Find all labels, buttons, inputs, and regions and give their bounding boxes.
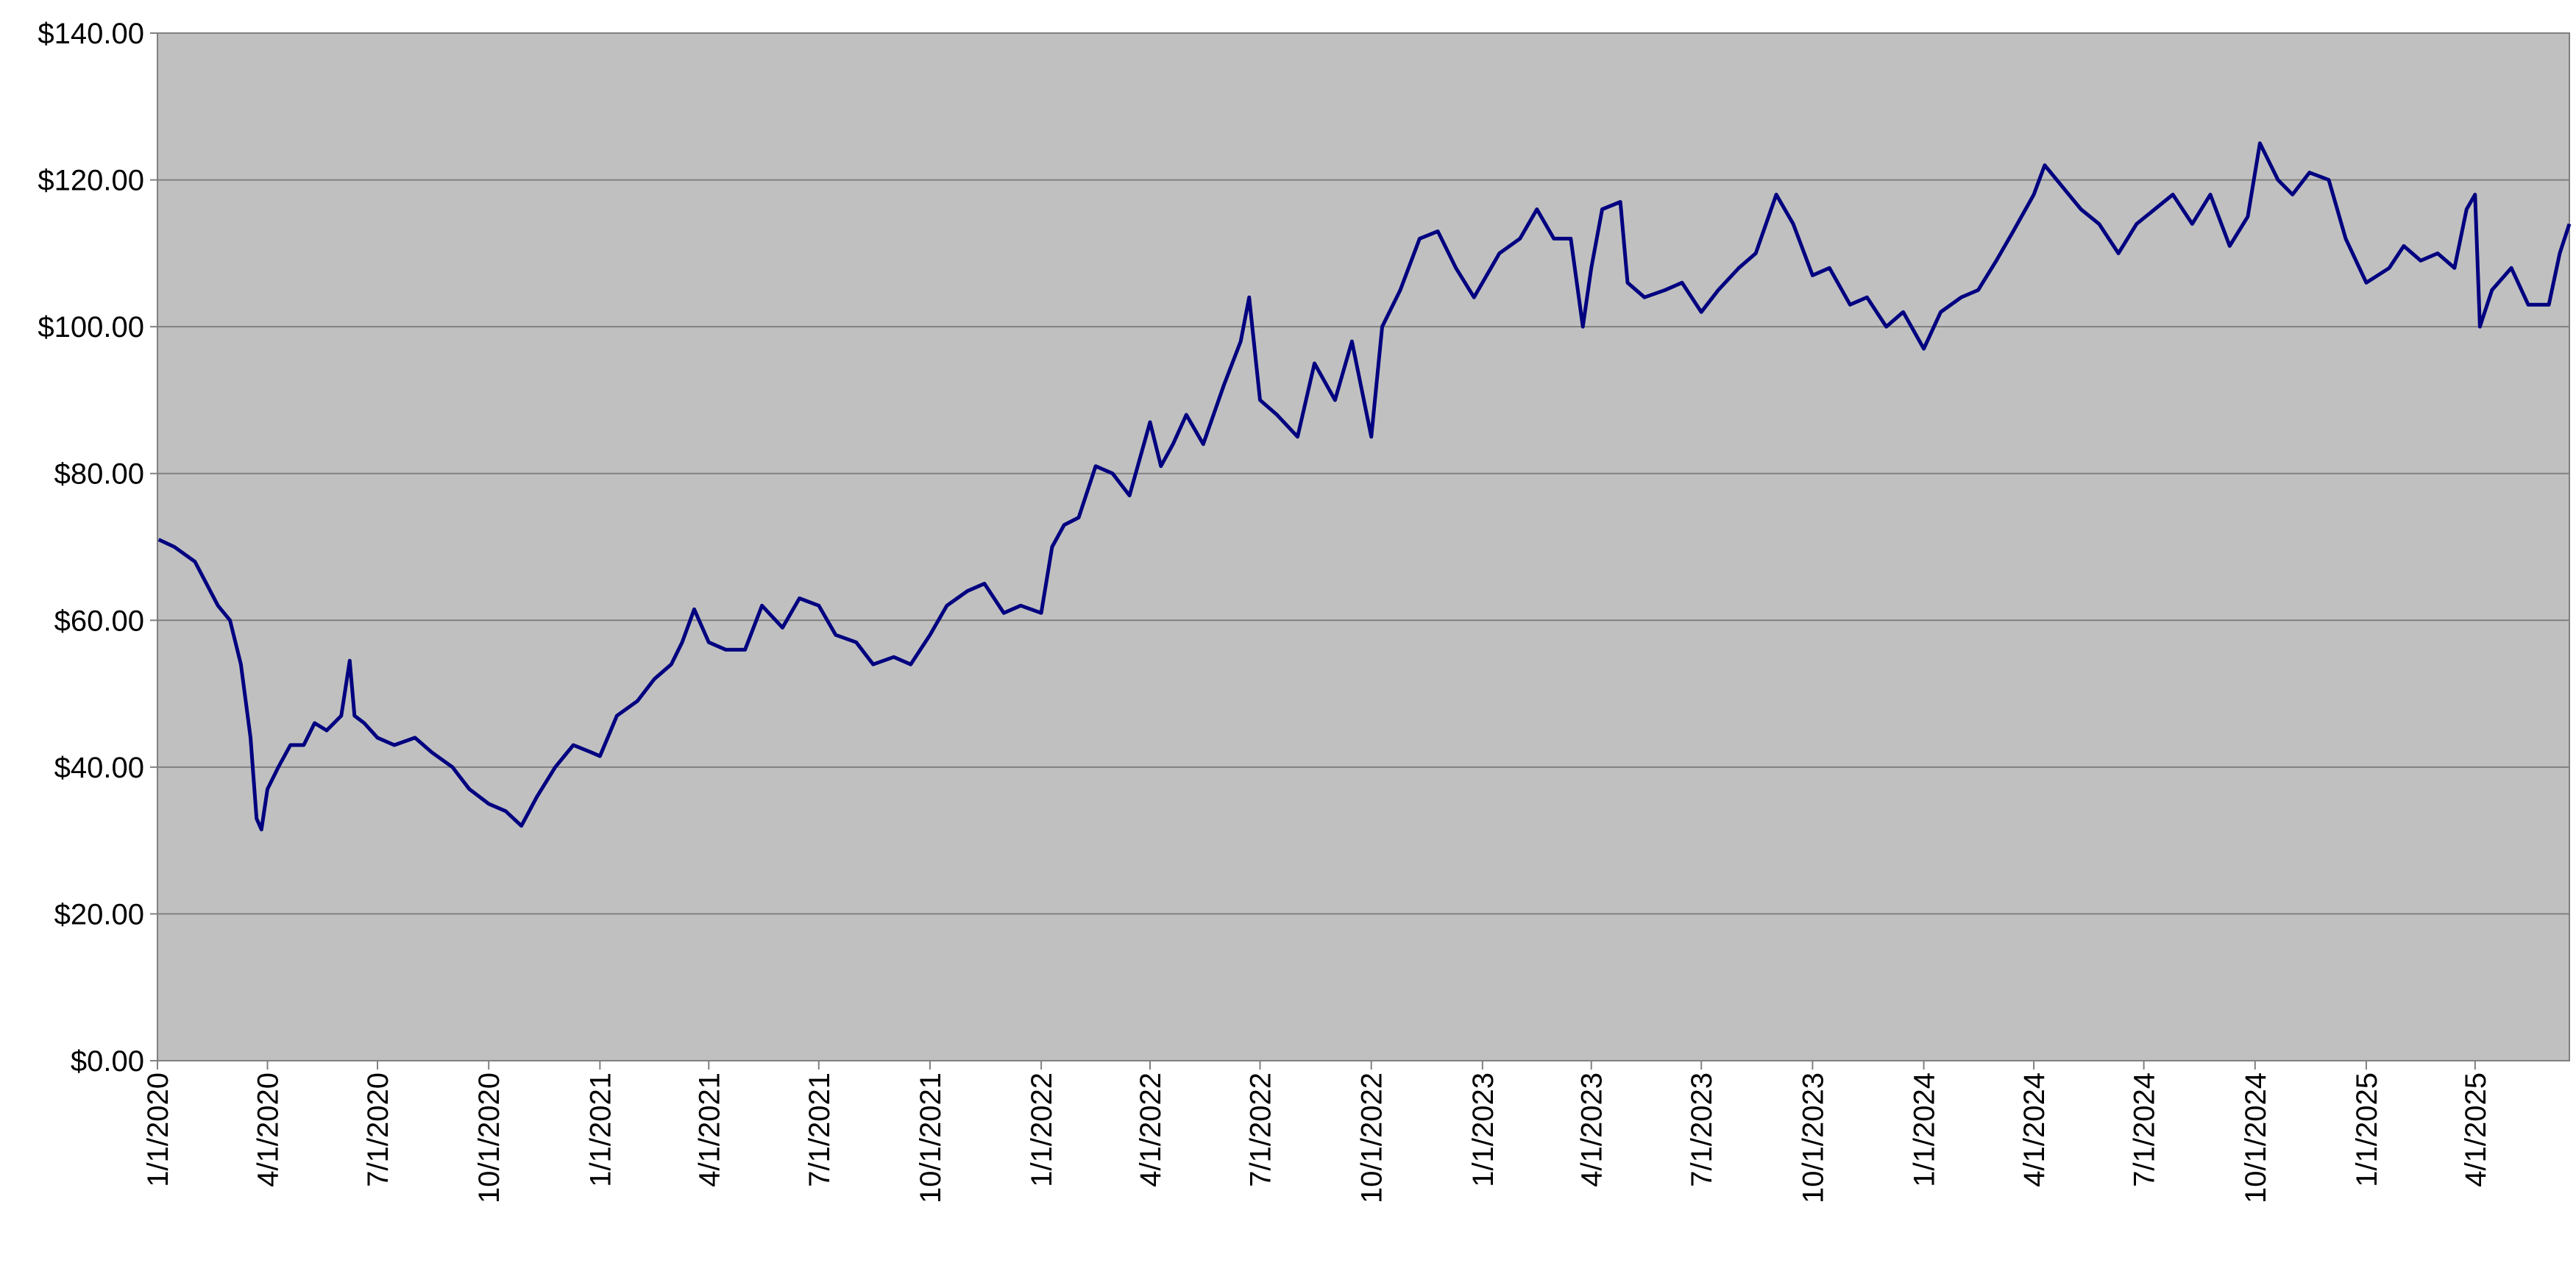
x-tick-label: 7/1/2023 [1686, 1072, 1718, 1187]
x-tick-label: 7/1/2020 [362, 1072, 394, 1187]
x-tick-label: 7/1/2022 [1245, 1072, 1277, 1187]
x-tick-label: 4/1/2023 [1576, 1072, 1608, 1187]
x-tick-label: 10/1/2024 [2240, 1072, 2272, 1203]
x-tick-label: 1/1/2020 [142, 1072, 174, 1187]
x-tick-label: 4/1/2025 [2460, 1072, 2492, 1187]
x-tick-label: 4/1/2021 [693, 1072, 725, 1187]
x-tick-label: 4/1/2022 [1135, 1072, 1167, 1187]
price-line [157, 141, 2572, 832]
x-tick-label: 4/1/2020 [252, 1072, 285, 1187]
x-tick-label: 7/1/2021 [803, 1072, 836, 1187]
y-tick-label: $140.00 [38, 18, 144, 50]
x-tick-label: 10/1/2021 [915, 1072, 947, 1203]
y-tick-label: $120.00 [38, 165, 144, 197]
x-tick-label: 1/1/2024 [1909, 1072, 1941, 1187]
x-tick-label: 10/1/2023 [1797, 1072, 1829, 1203]
x-tick-label: 1/1/2025 [2351, 1072, 2383, 1187]
x-tick-label: 4/1/2024 [2018, 1072, 2051, 1187]
y-tick-label: $100.00 [38, 311, 144, 344]
x-tick-label: 7/1/2024 [2129, 1072, 2161, 1187]
plot-area [157, 32, 2570, 1061]
x-tick-label: 10/1/2022 [1356, 1072, 1388, 1203]
x-tick-label: 1/1/2022 [1026, 1072, 1058, 1187]
y-tick-label: $80.00 [54, 458, 144, 491]
x-tick-label: 10/1/2020 [473, 1072, 505, 1203]
x-tick-label: 1/1/2023 [1467, 1072, 1500, 1187]
y-tick-label: $20.00 [54, 898, 144, 931]
y-tick-label: $0.00 [71, 1045, 144, 1078]
x-tick-label: 1/1/2021 [584, 1072, 617, 1187]
y-tick-label: $60.00 [54, 605, 144, 637]
y-tick-label: $40.00 [54, 752, 144, 784]
